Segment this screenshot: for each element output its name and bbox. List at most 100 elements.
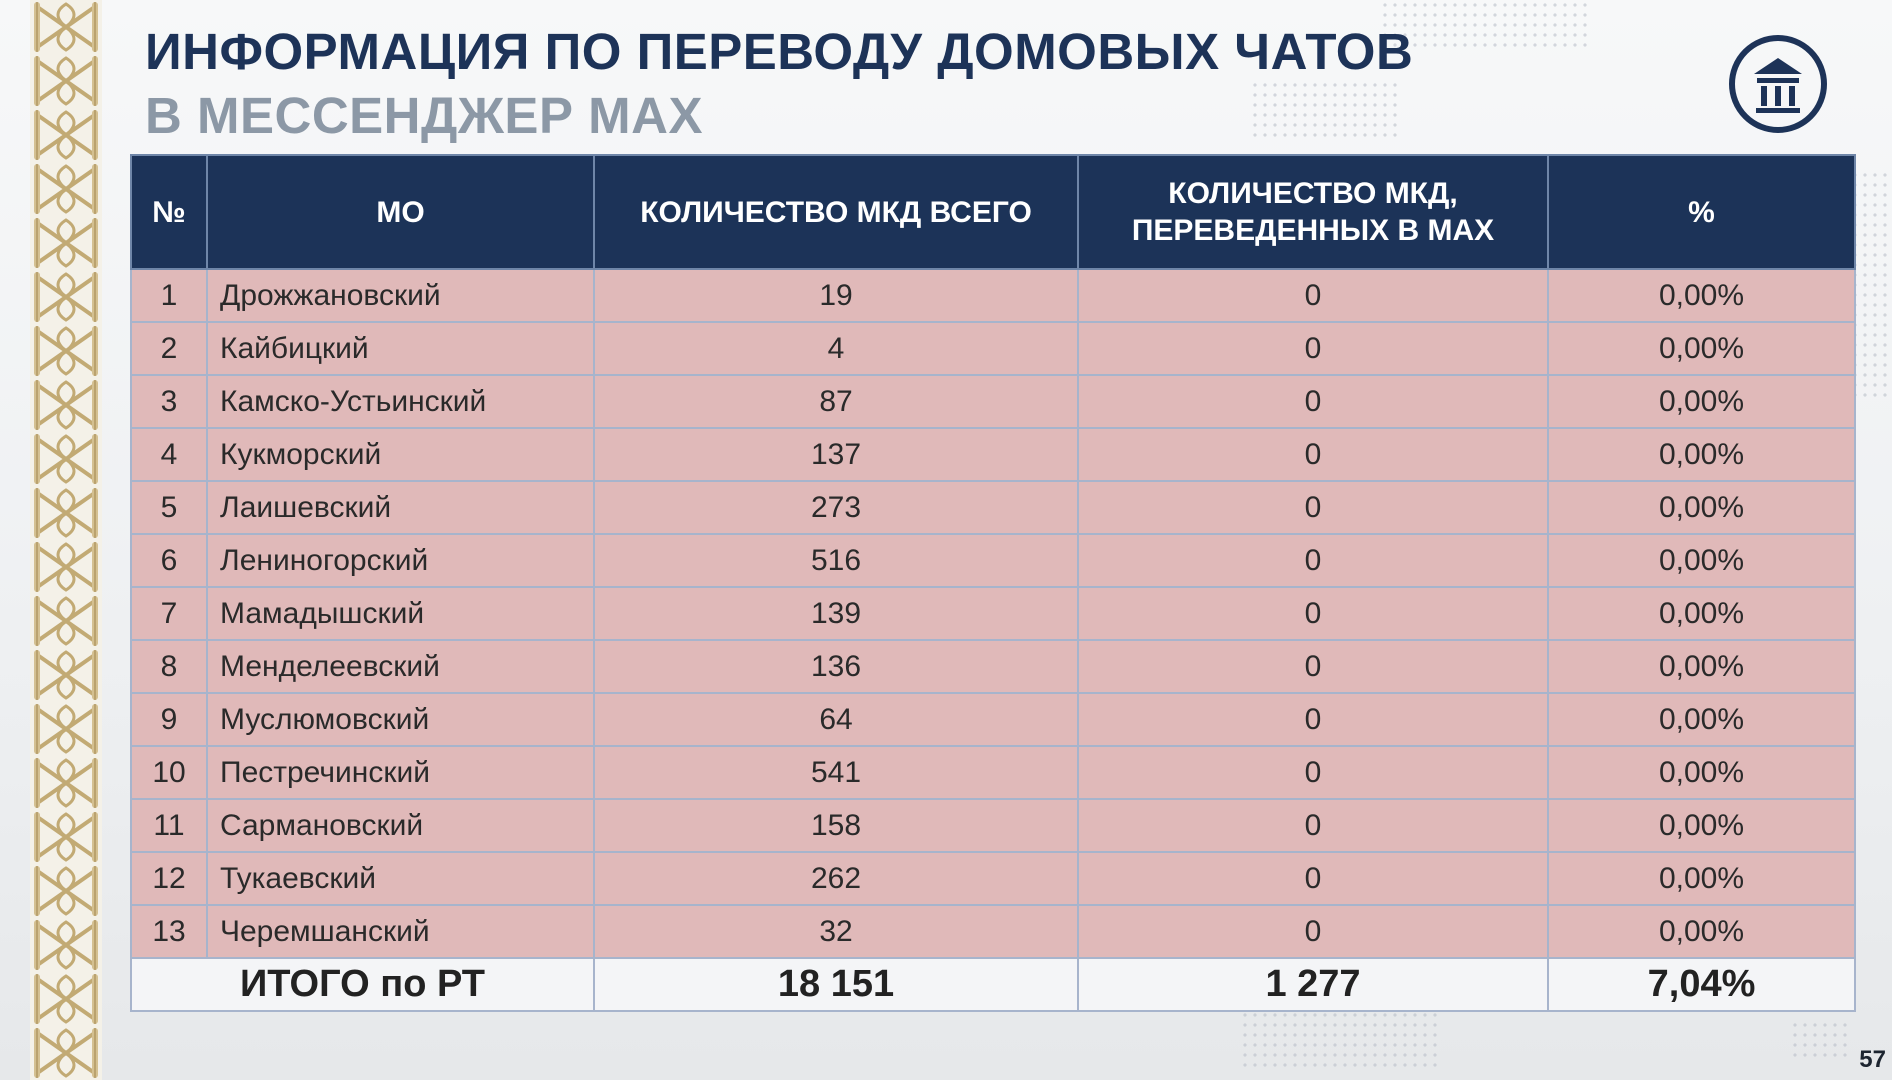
row-mo-name: Кукморский: [206, 427, 595, 482]
row-mo-name: Мамадышский: [206, 586, 595, 641]
row-number: 1: [130, 268, 208, 323]
row-number: 9: [130, 692, 208, 747]
column-header-number: №: [130, 154, 208, 270]
column-header-percent: %: [1547, 154, 1856, 270]
column-header-total-mkd: КОЛИЧЕСТВО МКД ВСЕГО: [593, 154, 1079, 270]
mkd-transfer-table: № МО КОЛИЧЕСТВО МКД ВСЕГО КОЛИЧЕСТВО МКД…: [130, 154, 1856, 1012]
row-percent: 0,00%: [1547, 321, 1856, 376]
row-mo-name: Камско-Устьинский: [206, 374, 595, 429]
ornament-border: [30, 0, 102, 1080]
row-mo-name: Лаишевский: [206, 480, 595, 535]
table-row: 2 Кайбицкий 4 0 0,00%: [130, 321, 1856, 376]
row-total-mkd: 262: [593, 851, 1079, 906]
row-total-mkd: 136: [593, 639, 1079, 694]
row-transferred-mkd: 0: [1077, 374, 1549, 429]
total-row: ИТОГО по РТ 18 151 1 277 7,04%: [130, 957, 1856, 1012]
row-mo-name: Муслюмовский: [206, 692, 595, 747]
row-mo-name: Тукаевский: [206, 851, 595, 906]
row-transferred-mkd: 0: [1077, 480, 1549, 535]
row-percent: 0,00%: [1547, 639, 1856, 694]
row-number: 3: [130, 374, 208, 429]
row-total-mkd: 139: [593, 586, 1079, 641]
table-row: 12 Тукаевский 262 0 0,00%: [130, 851, 1856, 906]
table-header-row: № МО КОЛИЧЕСТВО МКД ВСЕГО КОЛИЧЕСТВО МКД…: [130, 154, 1856, 270]
background-dot-pattern: [1380, 0, 1590, 50]
total-percent: 7,04%: [1547, 957, 1856, 1012]
columns-building-icon: [1729, 35, 1827, 133]
row-percent: 0,00%: [1547, 480, 1856, 535]
row-percent: 0,00%: [1547, 586, 1856, 641]
table-row: 8 Менделеевский 136 0 0,00%: [130, 639, 1856, 694]
table-row: 10 Пестречинский 541 0 0,00%: [130, 745, 1856, 800]
row-mo-name: Пестречинский: [206, 745, 595, 800]
row-number: 11: [130, 798, 208, 853]
row-percent: 0,00%: [1547, 533, 1856, 588]
total-transferred-sum: 1 277: [1077, 957, 1549, 1012]
slide-subtitle: В МЕССЕНДЖЕР MAX: [145, 87, 703, 144]
row-total-mkd: 32: [593, 904, 1079, 959]
row-transferred-mkd: 0: [1077, 851, 1549, 906]
row-total-mkd: 137: [593, 427, 1079, 482]
row-percent: 0,00%: [1547, 904, 1856, 959]
row-number: 12: [130, 851, 208, 906]
row-percent: 0,00%: [1547, 692, 1856, 747]
row-percent: 0,00%: [1547, 268, 1856, 323]
row-number: 8: [130, 639, 208, 694]
table-row: 6 Лениногорский 516 0 0,00%: [130, 533, 1856, 588]
row-transferred-mkd: 0: [1077, 798, 1549, 853]
table-row: 13 Черемшанский 32 0 0,00%: [130, 904, 1856, 959]
table-row: 1 Дрожжановский 19 0 0,00%: [130, 268, 1856, 323]
row-number: 7: [130, 586, 208, 641]
row-number: 10: [130, 745, 208, 800]
background-dot-pattern: [1250, 80, 1400, 140]
row-total-mkd: 158: [593, 798, 1079, 853]
column-header-mo: МО: [206, 154, 595, 270]
total-label: ИТОГО по РТ: [130, 957, 595, 1012]
row-percent: 0,00%: [1547, 374, 1856, 429]
background-dot-pattern: [1790, 1020, 1850, 1060]
row-number: 5: [130, 480, 208, 535]
row-total-mkd: 273: [593, 480, 1079, 535]
row-mo-name: Лениногорский: [206, 533, 595, 588]
row-total-mkd: 541: [593, 745, 1079, 800]
row-transferred-mkd: 0: [1077, 268, 1549, 323]
row-transferred-mkd: 0: [1077, 586, 1549, 641]
table-row: 11 Сармановский 158 0 0,00%: [130, 798, 1856, 853]
row-percent: 0,00%: [1547, 427, 1856, 482]
row-percent: 0,00%: [1547, 745, 1856, 800]
background-dot-pattern: [1850, 170, 1892, 400]
table-row: 7 Мамадышский 139 0 0,00%: [130, 586, 1856, 641]
table-row: 9 Муслюмовский 64 0 0,00%: [130, 692, 1856, 747]
row-percent: 0,00%: [1547, 798, 1856, 853]
row-transferred-mkd: 0: [1077, 745, 1549, 800]
row-total-mkd: 87: [593, 374, 1079, 429]
table-row: 5 Лаишевский 273 0 0,00%: [130, 480, 1856, 535]
row-transferred-mkd: 0: [1077, 692, 1549, 747]
row-transferred-mkd: 0: [1077, 321, 1549, 376]
row-number: 6: [130, 533, 208, 588]
table-row: 3 Камско-Устьинский 87 0 0,00%: [130, 374, 1856, 429]
slide-title: ИНФОРМАЦИЯ ПО ПЕРЕВОДУ ДОМОВЫХ ЧАТОВ: [145, 23, 1414, 80]
background-dot-pattern: [1240, 1010, 1440, 1070]
row-number: 13: [130, 904, 208, 959]
row-transferred-mkd: 0: [1077, 639, 1549, 694]
row-number: 4: [130, 427, 208, 482]
row-mo-name: Менделеевский: [206, 639, 595, 694]
row-transferred-mkd: 0: [1077, 904, 1549, 959]
row-total-mkd: 516: [593, 533, 1079, 588]
table-row: 4 Кукморский 137 0 0,00%: [130, 427, 1856, 482]
total-mkd-sum: 18 151: [593, 957, 1079, 1012]
row-mo-name: Дрожжановский: [206, 268, 595, 323]
row-transferred-mkd: 0: [1077, 427, 1549, 482]
row-total-mkd: 4: [593, 321, 1079, 376]
row-number: 2: [130, 321, 208, 376]
row-mo-name: Черемшанский: [206, 904, 595, 959]
page-number: 57: [1859, 1046, 1886, 1073]
row-mo-name: Кайбицкий: [206, 321, 595, 376]
row-total-mkd: 64: [593, 692, 1079, 747]
row-percent: 0,00%: [1547, 851, 1856, 906]
row-total-mkd: 19: [593, 268, 1079, 323]
row-mo-name: Сармановский: [206, 798, 595, 853]
column-header-transferred-mkd: КОЛИЧЕСТВО МКД, ПЕРЕВЕДЕННЫХ В MAX: [1077, 154, 1549, 270]
row-transferred-mkd: 0: [1077, 533, 1549, 588]
